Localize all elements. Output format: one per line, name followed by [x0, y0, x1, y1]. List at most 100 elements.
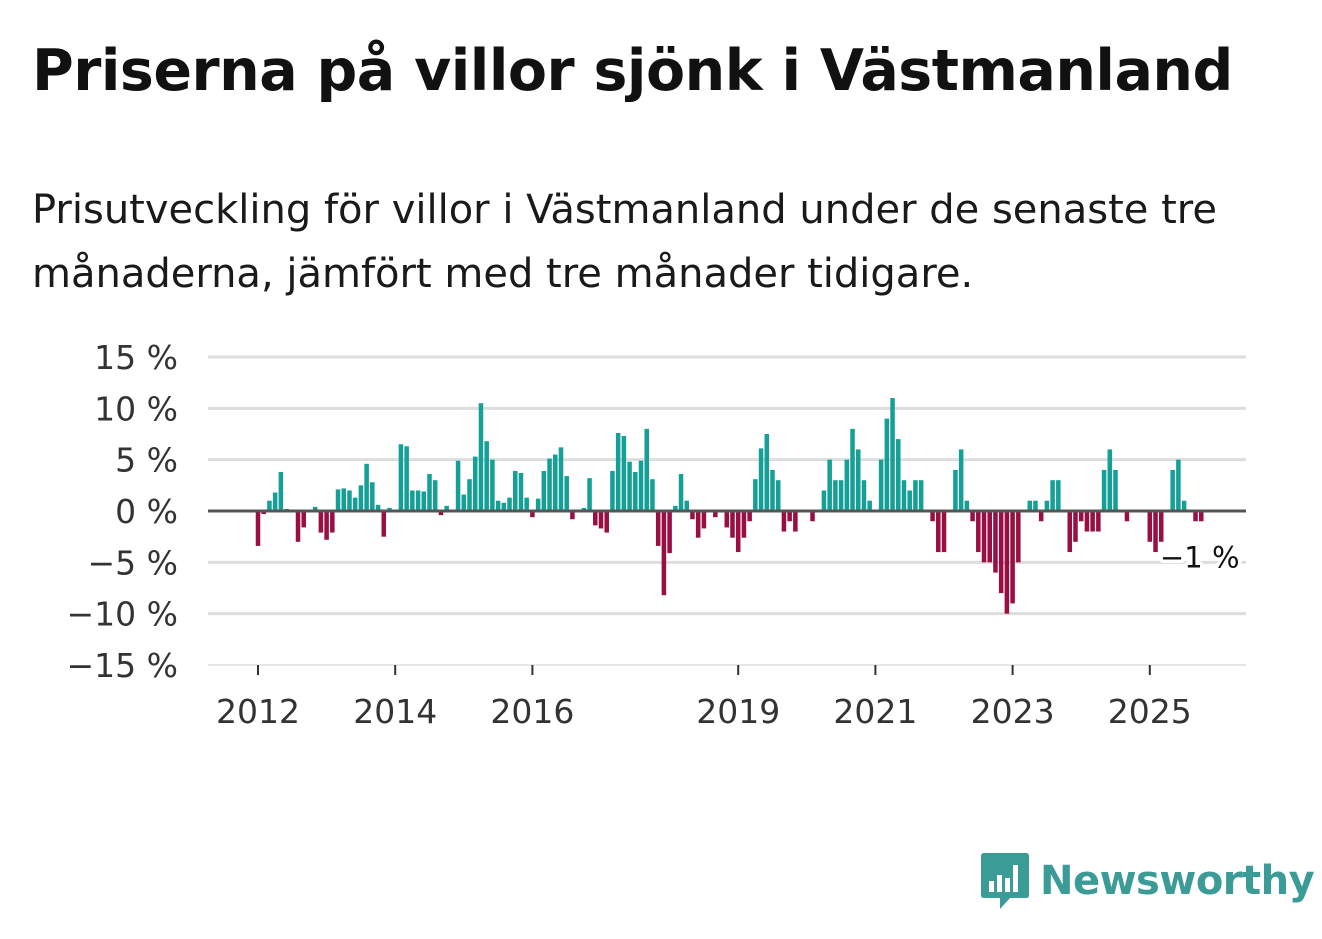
data-bar — [861, 480, 867, 511]
data-bar — [638, 460, 644, 511]
data-bar — [621, 436, 627, 511]
data-bar — [432, 480, 438, 511]
data-bar — [1073, 511, 1078, 542]
data-bar — [1096, 511, 1101, 532]
data-bar — [764, 434, 770, 511]
data-bar — [827, 459, 832, 511]
data-bar — [524, 497, 529, 511]
data-bar — [1004, 511, 1010, 614]
data-bar — [884, 418, 890, 511]
data-bar — [644, 428, 649, 511]
data-bar — [518, 473, 524, 511]
data-bar — [1147, 511, 1153, 542]
data-bar — [867, 500, 872, 511]
y-axis-labels: 15 % 10 % 5 % 0 % −5 % −10 % −15 % — [67, 338, 179, 685]
data-bar — [1016, 511, 1021, 563]
data-bar — [341, 488, 347, 511]
data-bar — [907, 490, 912, 511]
data-bar — [787, 511, 792, 522]
data-bar — [1193, 511, 1198, 522]
newsworthy-logo: Newsworthy — [980, 850, 1315, 912]
data-bar — [267, 500, 272, 511]
data-bar — [633, 471, 638, 511]
data-bar — [1107, 449, 1113, 511]
brand-name: Newsworthy — [1040, 858, 1315, 904]
data-bar — [501, 502, 507, 511]
last-value-label: −1 % — [1160, 540, 1240, 574]
data-bar — [1084, 511, 1090, 532]
data-bar — [444, 505, 449, 511]
data-bar — [958, 449, 964, 511]
data-bar — [570, 511, 575, 520]
data-bar — [896, 439, 901, 511]
data-bar — [878, 459, 884, 511]
data-bar — [724, 511, 730, 528]
data-bar — [793, 511, 798, 532]
data-bar — [1056, 480, 1061, 511]
grid-lines — [208, 355, 1246, 666]
data-bar — [415, 490, 421, 511]
data-bar — [964, 500, 970, 511]
data-bar — [295, 511, 301, 542]
data-bar — [821, 490, 827, 511]
data-bar — [478, 403, 484, 511]
data-bar — [593, 511, 598, 526]
data-bar — [1027, 500, 1033, 511]
data-bar — [1078, 511, 1084, 522]
data-bar — [404, 446, 409, 511]
data-bar — [918, 480, 924, 511]
data-bar — [627, 461, 632, 511]
data-bar — [467, 479, 472, 511]
data-bar — [530, 511, 535, 518]
data-bar — [1153, 511, 1158, 553]
data-bar — [753, 479, 758, 511]
x-axis: 2012 2014 2016 2019 2021 2023 2025 — [216, 665, 1192, 731]
data-bar — [507, 497, 512, 511]
data-bar — [421, 491, 427, 511]
data-bar — [255, 511, 261, 546]
y-tick-label: 5 % — [115, 441, 178, 480]
data-bar — [850, 428, 855, 511]
data-bar — [655, 511, 661, 546]
data-bar — [758, 448, 764, 511]
x-tick-label: 2021 — [833, 692, 917, 731]
data-bar — [833, 480, 838, 511]
data-bar — [1038, 511, 1044, 522]
data-bar — [690, 511, 695, 520]
data-bar — [1198, 511, 1204, 522]
data-bar — [981, 511, 987, 563]
data-bar — [741, 511, 747, 538]
data-bar — [890, 398, 895, 511]
data-bar — [553, 454, 558, 511]
y-tick-label: 0 % — [115, 492, 178, 531]
data-bar — [558, 447, 564, 511]
data-bar — [461, 494, 467, 511]
data-bar — [1044, 500, 1050, 511]
data-bar — [1181, 500, 1187, 511]
x-tick-label: 2014 — [353, 692, 437, 731]
data-bar — [427, 474, 432, 511]
data-bar — [484, 441, 489, 511]
data-bar — [455, 460, 461, 511]
last-value-annotation: −1 % — [1157, 537, 1244, 578]
data-bar — [844, 459, 850, 511]
data-bar — [930, 511, 935, 522]
data-bar — [1101, 469, 1107, 511]
data-bar — [564, 476, 569, 511]
data-bar — [1158, 511, 1164, 542]
data-bar — [547, 458, 552, 511]
data-bar — [272, 492, 278, 511]
data-bar — [998, 511, 1004, 594]
data-bar — [987, 511, 992, 563]
data-bar — [770, 469, 775, 511]
data-bar — [701, 511, 707, 529]
data-bar — [358, 485, 364, 511]
data-bar — [1010, 511, 1015, 604]
data-bar — [855, 449, 861, 511]
y-tick-label: −5 % — [88, 543, 179, 582]
data-bar — [941, 511, 947, 553]
data-bar — [410, 490, 415, 511]
data-bar — [735, 511, 741, 553]
data-bar — [398, 444, 404, 511]
data-bar — [278, 471, 284, 511]
